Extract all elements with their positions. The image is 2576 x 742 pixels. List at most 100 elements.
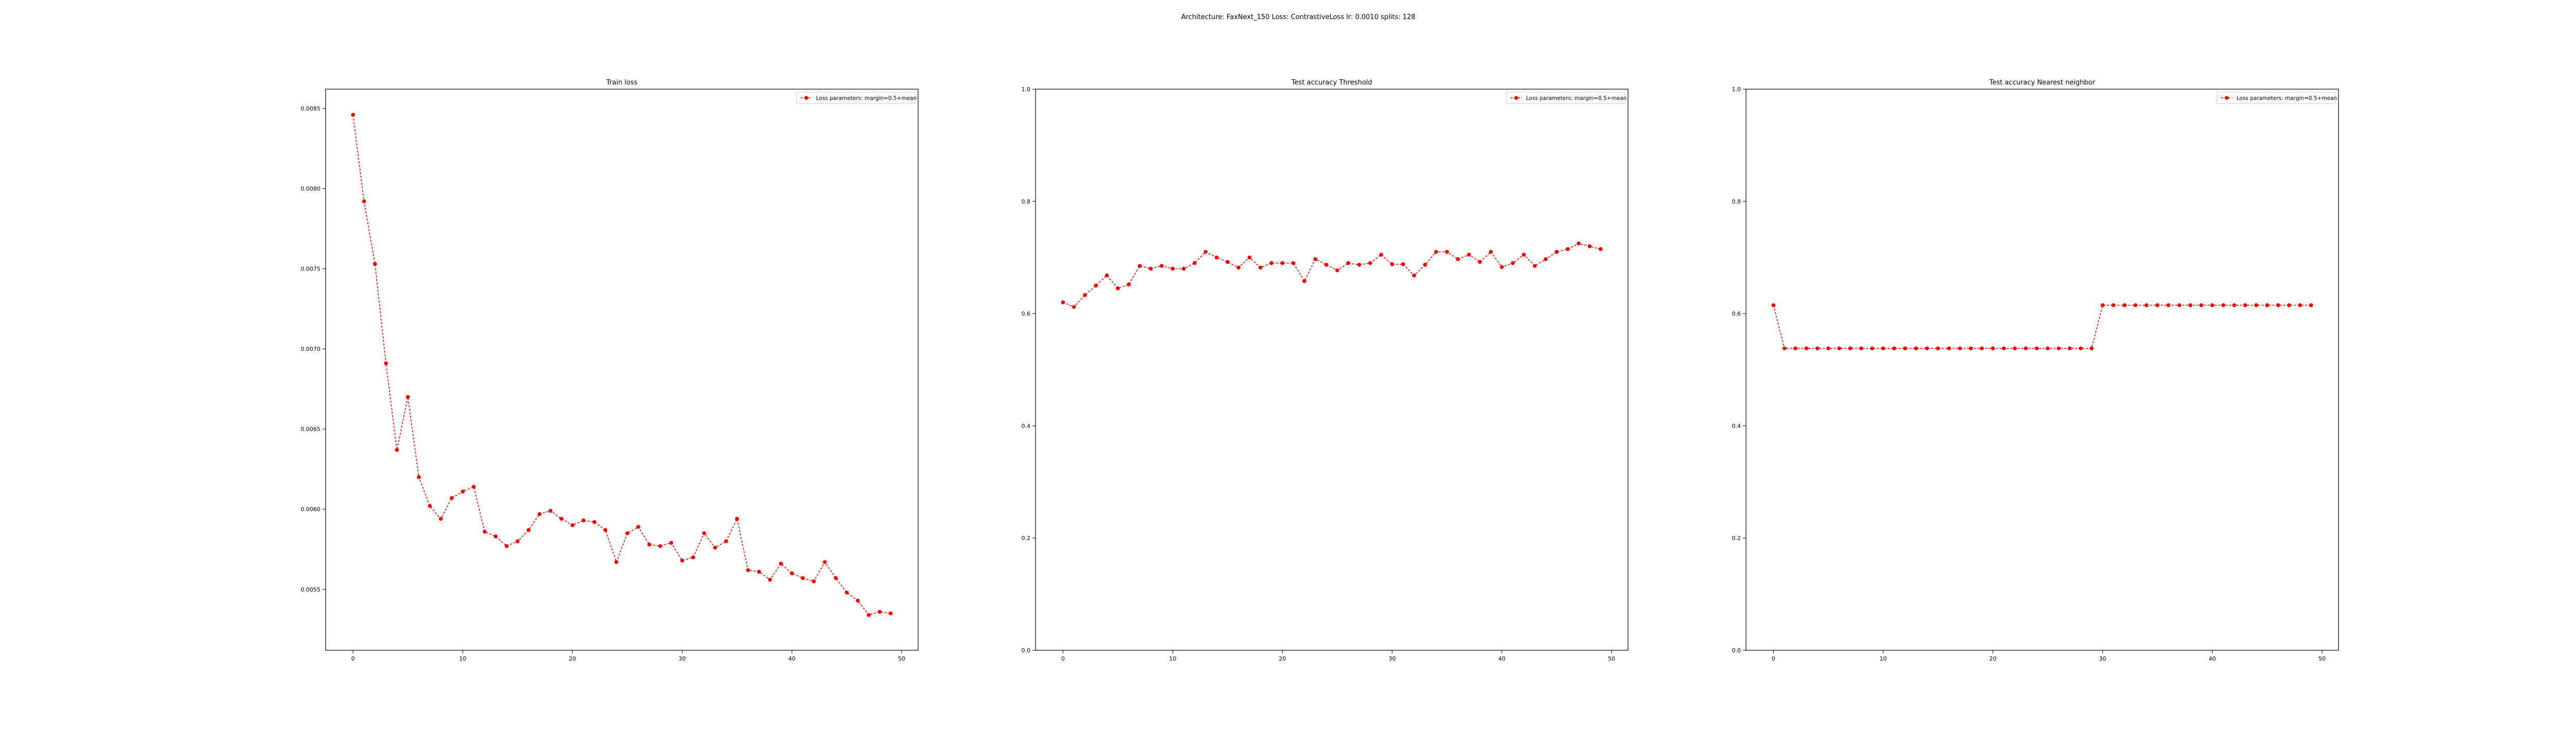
data-point <box>1936 346 1940 350</box>
data-point <box>877 610 882 614</box>
data-point <box>1958 346 1962 350</box>
data-point <box>1488 250 1493 254</box>
data-point <box>1094 283 1098 288</box>
data-point <box>1148 266 1153 271</box>
data-point <box>1313 257 1317 261</box>
data-point <box>1478 260 1482 264</box>
data-point <box>2100 303 2105 308</box>
data-point <box>603 528 607 532</box>
data-point <box>1335 268 1340 273</box>
y-tick-label: 0.4 <box>1022 423 1031 429</box>
data-point <box>1269 261 1274 265</box>
data-point <box>2210 303 2214 308</box>
data-point <box>2155 303 2160 308</box>
legend-box <box>796 92 916 104</box>
y-tick-label: 0.0080 <box>301 185 321 192</box>
data-point <box>1980 346 1984 350</box>
y-tick-label: 0.0065 <box>301 426 321 433</box>
data-point <box>1061 300 1065 305</box>
data-point <box>2265 303 2269 308</box>
data-point <box>1423 263 1427 267</box>
data-point <box>658 544 663 548</box>
data-point <box>2111 303 2116 308</box>
y-tick-label: 0.0 <box>1732 647 1741 654</box>
y-tick-label: 0.2 <box>1732 535 1741 542</box>
data-point <box>1225 260 1230 264</box>
data-point <box>1236 265 1241 270</box>
data-point <box>1587 244 1592 248</box>
data-point <box>417 475 421 479</box>
data-point <box>395 448 399 452</box>
x-tick-label: 50 <box>898 655 905 662</box>
x-tick-label: 50 <box>1608 655 1615 662</box>
data-point <box>801 576 805 580</box>
data-point <box>2199 303 2204 308</box>
data-point <box>2177 303 2182 308</box>
data-point <box>1598 247 1603 251</box>
legend-label: Loss parameters: margin=0.5+mean <box>1526 95 1626 102</box>
chart-title: Test accuracy Nearest neighbor <box>1989 79 2095 87</box>
y-tick-label: 0.6 <box>1022 311 1031 317</box>
x-tick-label: 10 <box>1879 655 1887 662</box>
data-point <box>1247 255 1252 260</box>
data-point <box>1925 346 1929 350</box>
data-point <box>2045 346 2050 350</box>
x-tick-label: 30 <box>1388 655 1396 662</box>
figure-suptitle: Architecture: FaxNext_150 Loss: Contrast… <box>1181 13 1416 21</box>
legend-marker <box>2225 96 2229 100</box>
data-point <box>844 591 849 595</box>
x-tick-label: 40 <box>2209 655 2216 662</box>
data-point <box>1214 255 1219 260</box>
data-point <box>888 611 893 616</box>
data-point <box>1171 266 1175 271</box>
data-point <box>2090 346 2094 350</box>
data-point <box>1533 264 1537 268</box>
axes-frame <box>325 89 919 651</box>
y-tick-label: 0.4 <box>1732 423 1741 429</box>
legend-label: Loss parameters: margin=0.5+mean <box>816 95 917 102</box>
data-point <box>768 578 772 582</box>
data-point <box>1412 273 1416 278</box>
data-point <box>867 613 871 617</box>
data-point <box>515 539 520 544</box>
data-point <box>1368 261 1372 265</box>
legend-label: Loss parameters: margin=0.5+mean <box>2236 95 2337 102</box>
data-point <box>1379 252 1383 257</box>
data-point <box>1445 250 1449 254</box>
axes-frame <box>1035 89 1629 651</box>
y-tick-label: 0.0055 <box>301 586 321 593</box>
data-point <box>1554 250 1559 254</box>
data-point <box>2012 346 2017 350</box>
y-tick-label: 0.2 <box>1022 535 1031 542</box>
data-point <box>2309 303 2313 308</box>
data-point <box>1577 241 1581 246</box>
data-point <box>790 571 794 576</box>
x-tick-label: 0 <box>351 655 355 662</box>
data-point <box>405 395 410 399</box>
data-point <box>2002 346 2006 350</box>
y-tick-label: 0.6 <box>1732 311 1741 317</box>
data-point <box>2221 303 2226 308</box>
data-point <box>1280 261 1284 265</box>
data-point <box>560 517 564 521</box>
data-point <box>537 512 542 516</box>
x-tick-label: 30 <box>679 655 686 662</box>
data-point <box>647 542 652 547</box>
series-line <box>1062 243 1601 308</box>
data-point <box>362 199 366 204</box>
data-point <box>2243 303 2247 308</box>
data-point <box>1401 262 1405 266</box>
data-point <box>1848 346 1853 350</box>
data-point <box>1291 261 1296 265</box>
legend-box <box>2216 92 2336 104</box>
data-point <box>1258 265 1263 270</box>
data-point <box>1467 252 1471 257</box>
data-point <box>1815 346 1820 350</box>
data-point <box>2122 303 2127 308</box>
data-point <box>2287 303 2291 308</box>
x-tick-label: 0 <box>1772 655 1775 662</box>
data-point <box>724 539 728 544</box>
data-point <box>2024 346 2028 350</box>
data-point <box>482 529 487 534</box>
data-point <box>1969 346 1973 350</box>
